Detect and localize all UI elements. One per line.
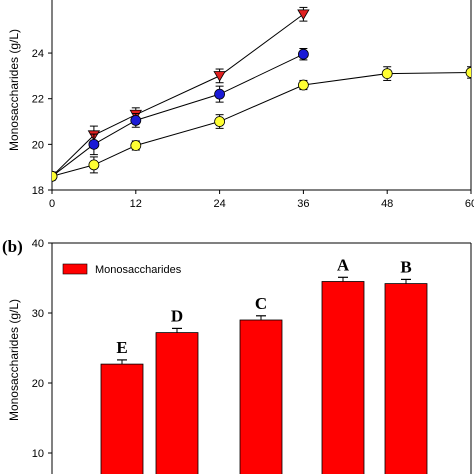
data-point [88, 159, 100, 171]
data-point [88, 138, 100, 150]
x-tick-label: 36 [297, 198, 309, 210]
x-tick-label: 24 [213, 198, 225, 210]
bar [321, 281, 365, 474]
data-point [130, 114, 142, 126]
data-point [381, 68, 393, 79]
y-tick-label: 30 [32, 308, 44, 320]
y-axis-title: Monosaccharides (g/L) [7, 29, 21, 151]
bar [100, 363, 144, 474]
significance-letter: B [400, 257, 411, 276]
y-tick-label: 24 [32, 48, 44, 60]
plot-area [52, 6, 471, 183]
bar [155, 332, 199, 474]
data-point [130, 140, 142, 151]
y-tick-label: 10 [32, 448, 44, 460]
panel-b-bar-chart: (b) 10 20 30 40 Monosaccharides (g/L) Monosacc… [2, 237, 472, 474]
y-axis-title: Monosaccharides (g/L) [7, 299, 21, 421]
data-point [214, 88, 226, 100]
significance-letter: E [116, 338, 127, 357]
series-line [52, 53, 304, 177]
significance-letter: D [171, 306, 183, 325]
x-tick-label: 60 [465, 198, 474, 210]
y-tick-label: 18 [32, 185, 44, 197]
x-tick-label: 48 [381, 198, 393, 210]
data-point [52, 170, 58, 182]
data-point [297, 9, 310, 20]
y-tick-label: 20 [32, 378, 44, 390]
data-point [213, 71, 226, 82]
series-line [52, 71, 471, 177]
y-tick-label: 20 [32, 139, 44, 151]
panel-label: (b) [2, 237, 23, 256]
legend-swatch [62, 263, 88, 275]
data-point [297, 48, 309, 60]
x-tick-label: 12 [130, 198, 142, 210]
plot-frame [51, 0, 472, 191]
data-point [297, 79, 309, 91]
legend-label: Monosaccharides [95, 264, 182, 276]
bar [384, 283, 428, 474]
bar [239, 319, 283, 474]
significance-letter: A [337, 255, 350, 274]
data-point [214, 116, 226, 127]
series-line [52, 13, 304, 177]
data-point [465, 67, 471, 78]
x-tick-label: 0 [49, 198, 55, 210]
y-tick-label: 40 [32, 238, 44, 250]
panel-a-line-chart: 0 12 24 36 48 60 18 20 22 24 Monosaccharides (g/L) [7, 0, 474, 210]
y-tick-label: 22 [32, 94, 44, 106]
significance-letter: C [255, 294, 267, 313]
